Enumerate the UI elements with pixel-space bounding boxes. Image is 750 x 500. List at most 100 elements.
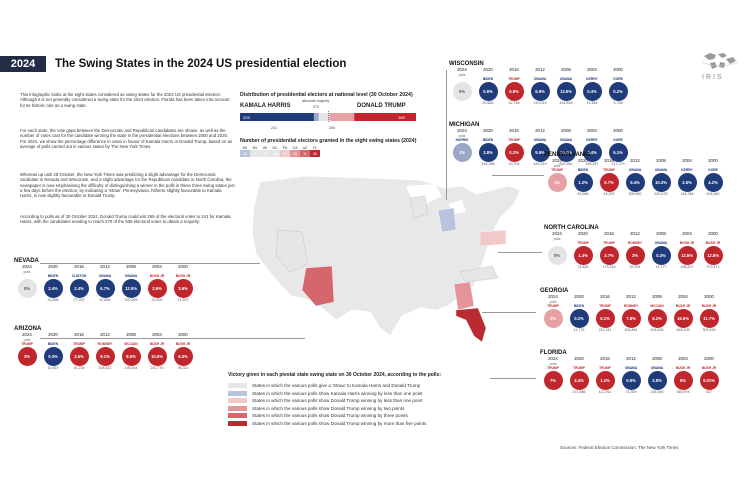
vote-gap: 10,457 <box>47 366 59 370</box>
page-title: The Swing States in the 2024 US presiden… <box>55 58 347 70</box>
margin-circle: 16.4% <box>556 143 576 162</box>
year-label: 2012 <box>626 356 636 361</box>
electors-bar: 226 189 <box>240 111 416 123</box>
us-map <box>251 175 521 343</box>
year-label: 2008 <box>561 128 571 133</box>
year-cell: 2004 BUSH JR 2.6% 21,500 <box>144 264 170 303</box>
florida-shape <box>455 307 487 343</box>
winner-label: BIDEN <box>482 77 494 81</box>
distribution-title: Distribution of presidential electors at… <box>240 92 413 98</box>
vote-gap: 208,422 <box>98 366 112 370</box>
vote-gap: 165,437 <box>585 162 599 166</box>
year-label: 2004 <box>587 128 597 133</box>
year-cell: 2008 MCCAIN 8.5% 195,404 <box>118 332 144 371</box>
vote-gap: 5,708 <box>613 101 623 105</box>
winner-label: OBAMA <box>650 366 664 370</box>
year-cell: 2020 BIDEN 0.3% 10,457 <box>40 332 66 371</box>
year-cell: 2012 OBAMA 9.5% 449,313 <box>527 128 553 167</box>
year-label: 2012 <box>100 332 110 337</box>
winner-label: TRUMP <box>508 138 520 142</box>
year-cell: 2016 TRUMP 5.1% 211,141 <box>592 294 618 333</box>
winner-label: TRUMP <box>551 168 563 172</box>
swing-state-electors: 19 <box>280 150 290 157</box>
swing-state-electors: 11 <box>300 150 310 157</box>
year-label: 2016 <box>600 356 610 361</box>
year-label: 2000 <box>178 332 188 337</box>
arizona-shape <box>301 265 335 307</box>
vote-gap: 204,840 <box>706 192 720 196</box>
margin-circle: 5.1% <box>608 143 628 162</box>
polls-label: polls <box>549 362 557 366</box>
year-label: 2020 <box>483 67 493 72</box>
winner-label: BUSH JR <box>175 342 191 346</box>
year-cell: 2020 BIDEN 1.2% 81,660 <box>570 158 596 197</box>
margin-circle: 9.1% <box>95 347 115 366</box>
year-label: 2024 <box>22 264 32 269</box>
winner-label: GORE <box>613 77 623 81</box>
swing-state-electors: 10 <box>260 150 270 157</box>
year-cell: 2000 BUSH JR 3.6% 21,597 <box>170 264 196 303</box>
vote-gap: 236,450 <box>650 390 664 394</box>
year-label: 2016 <box>604 231 614 236</box>
margin-circle: 5.1% <box>595 309 615 328</box>
winner-label: OBAMA <box>559 77 573 81</box>
year-cell: 2012 ROMNEY 2% 92,004 <box>622 231 648 270</box>
year-cell: 2004 KERRY 0.4% 11,384 <box>579 67 605 106</box>
year-cell: 2016 TRUMP 3.5% 91,234 <box>66 332 92 371</box>
legend-label: States in which the various polls show K… <box>252 390 423 396</box>
year-label: 2000 <box>704 294 714 299</box>
polls-label: polls <box>549 300 557 304</box>
year-cell: 2004 BUSH JR 12.5% 435,437 <box>674 231 700 270</box>
vote-gap: 823,940 <box>559 162 573 166</box>
legend-item: States in which the various polls show D… <box>228 413 441 418</box>
margin-circle: 1% <box>547 173 567 192</box>
vote-gap: 204,636 <box>650 328 664 332</box>
swing-electors-table: MI NV WI NC PA GA AZ FL 15 6 10 16 19 16 11 30 <box>240 146 320 157</box>
intro-paragraph-4: According to polls as of 30 October 2024… <box>20 214 231 225</box>
margin-circle: 0.3% <box>43 347 63 366</box>
state-title: NEVADA <box>14 258 39 264</box>
year-label: 2020 <box>578 231 588 236</box>
trump-total: 265 <box>329 126 335 130</box>
margin-circle: 11.7% <box>699 309 719 328</box>
majority-label: absolute majority <box>302 99 330 103</box>
year-label: 2016 <box>604 158 614 163</box>
swing-state-abbrev: NV <box>252 146 258 150</box>
year-cell: 2024 polls 0% <box>449 67 475 106</box>
year-cell: 2000 GORE 5.1% 217,279 <box>605 128 631 167</box>
margin-circle: 0% <box>452 82 472 101</box>
year-cell: 2024 polls 0% <box>14 264 40 303</box>
year-label: 2000 <box>613 128 623 133</box>
year-cell: 2000 BUSH JR 6.3% 96,311 <box>170 332 196 371</box>
vote-gap: 81,660 <box>577 192 589 196</box>
vote-gap: 210,770 <box>150 366 164 370</box>
margin-circle: 0.2% <box>569 309 589 328</box>
year-label: 2008 <box>652 294 662 299</box>
year-label: 2008 <box>126 332 136 337</box>
margin-circle: 2.4% <box>43 279 63 298</box>
polls-label: polls <box>553 164 561 168</box>
source-note: Sources: Federal Election Commission, Th… <box>560 445 679 450</box>
legend-title: Victory given in each pivotal state swin… <box>228 372 442 378</box>
harris-bar <box>240 113 314 121</box>
state-section-michigan: MICHIGAN 2024 polls HARRIS 1% 2020 BIDEN 2.8% 15… <box>449 122 631 167</box>
year-label: 2016 <box>74 332 84 337</box>
margin-circle: 0.3% <box>651 246 671 265</box>
intro-paragraph-3: Whereas up until 28 October, the New Yor… <box>20 172 235 199</box>
year-cell: 2020 BIDEN 0.6% 20,682 <box>475 67 501 106</box>
vote-gap: 217,279 <box>611 162 625 166</box>
margin-circle: 0% <box>17 279 37 298</box>
swing-state-electors: 6 <box>250 150 260 157</box>
year-label: 2012 <box>630 158 640 163</box>
margin-circle: 4.2% <box>703 173 723 192</box>
globe-icon <box>701 53 739 69</box>
vote-gap: 537 <box>706 390 712 394</box>
year-cell: 2000 BUSH JR 12.8% 373,471 <box>700 231 726 270</box>
year-cell: 2004 BUSH JR 16.6% 548,105 <box>670 294 696 333</box>
year-cell: 2024 polls TRUMP 3% <box>14 332 40 371</box>
margin-circle: 7% <box>543 371 563 390</box>
vote-gap: 414,818 <box>559 101 573 105</box>
legend-item: States in which the various polls show K… <box>228 390 441 396</box>
pennsylvania-shape <box>479 229 507 247</box>
year-label: 2004 <box>587 67 597 72</box>
